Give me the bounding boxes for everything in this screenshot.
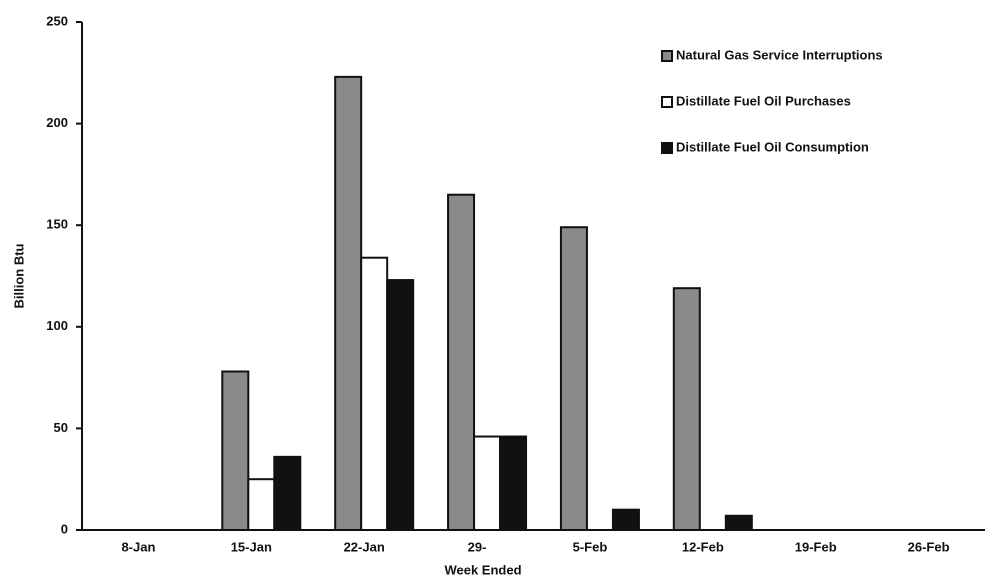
bar [473, 435, 502, 532]
legend-label: Natural Gas Service Interruptions [676, 47, 883, 62]
x-tick-label: 5-Feb [573, 539, 608, 554]
y-tick-label: 50 [54, 420, 68, 435]
x-tick-label: 12-Feb [682, 539, 724, 554]
x-tick-label: 15-Jan [231, 539, 272, 554]
bar [611, 508, 640, 531]
x-tick-label: 22-Jan [344, 539, 385, 554]
bar [559, 226, 588, 531]
legend-label: Distillate Fuel Oil Purchases [676, 93, 851, 108]
bar [221, 370, 250, 531]
bar [724, 514, 753, 532]
y-tick-label: 200 [46, 115, 68, 130]
y-tick-label: 0 [61, 521, 68, 536]
y-axis-label: Billion Btu [11, 243, 26, 308]
x-tick-label: 29- [468, 539, 487, 554]
x-tick-label: 8-Jan [121, 539, 155, 554]
bar [447, 193, 476, 531]
x-axis-label: Week Ended [444, 562, 521, 577]
bar [360, 256, 389, 531]
bar [247, 478, 276, 532]
bar [499, 435, 528, 532]
legend-label: Distillate Fuel Oil Consumption [676, 139, 869, 154]
y-tick-label: 150 [46, 217, 68, 232]
y-tick-label: 250 [46, 13, 68, 28]
y-tick-label: 100 [46, 318, 68, 333]
x-tick-label: 19-Feb [795, 539, 837, 554]
bar [672, 287, 701, 531]
bar [334, 75, 363, 531]
x-tick-label: 26-Feb [908, 539, 950, 554]
legend-swatch [661, 142, 673, 154]
legend-swatch [661, 50, 673, 62]
bar [386, 279, 415, 531]
bar [273, 455, 302, 531]
legend-swatch [661, 96, 673, 108]
